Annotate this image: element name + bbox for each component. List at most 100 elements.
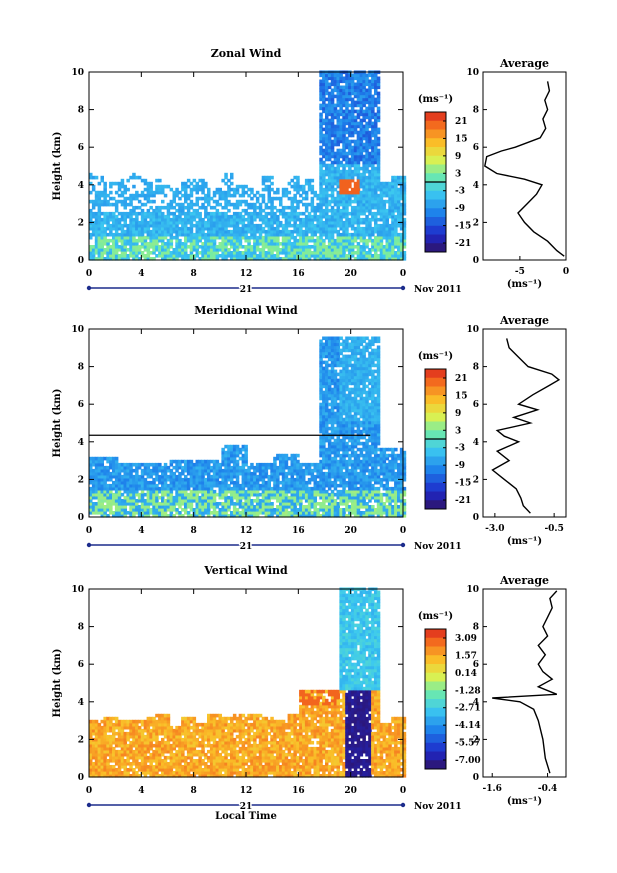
heat-cell xyxy=(336,414,340,419)
heat-cell xyxy=(296,480,300,485)
heat-cell xyxy=(261,251,266,255)
heat-cell xyxy=(345,483,349,488)
heat-cell xyxy=(327,363,332,368)
heat-cell xyxy=(327,124,332,129)
heat-cell xyxy=(327,514,332,518)
heat-cell xyxy=(195,238,199,243)
heat-cell xyxy=(362,124,366,129)
heat-cell xyxy=(100,489,104,494)
heat-cell xyxy=(302,196,306,201)
heat-cell xyxy=(336,91,340,96)
heat-cell xyxy=(218,235,222,240)
heat-cell xyxy=(204,462,208,467)
heat-cell xyxy=(336,402,340,407)
heat-cell xyxy=(356,157,361,162)
heat-cell xyxy=(195,220,199,225)
heat-cell xyxy=(333,166,338,171)
heat-cell xyxy=(143,480,148,485)
heat-cell xyxy=(255,238,260,243)
heat-cell xyxy=(345,130,349,135)
colorbar-swatch xyxy=(425,112,446,122)
heat-cell xyxy=(112,202,116,207)
heat-cell xyxy=(368,196,372,201)
heat-cell xyxy=(158,232,162,237)
heat-cell xyxy=(209,214,214,219)
heat-cell xyxy=(155,486,159,491)
heat-cell xyxy=(374,160,378,165)
heat-cell xyxy=(152,483,156,488)
profile-y-tick-label: 2 xyxy=(473,218,479,228)
heat-cell xyxy=(350,220,355,225)
heat-cell xyxy=(161,495,165,500)
heat-cell xyxy=(336,248,340,252)
heat-cell xyxy=(394,184,398,189)
heat-cell xyxy=(319,82,323,87)
heat-cell xyxy=(284,471,289,476)
heat-cell xyxy=(339,390,343,395)
heat-cell xyxy=(143,486,148,491)
heat-cell xyxy=(126,178,130,183)
heat-cell xyxy=(336,420,340,425)
heat-cell xyxy=(382,217,387,222)
heat-cell xyxy=(135,217,139,222)
heat-cell xyxy=(149,483,153,488)
heat-cell xyxy=(146,190,151,195)
heat-cell xyxy=(192,486,197,491)
heat-cell xyxy=(279,232,283,237)
heat-cell xyxy=(169,489,174,494)
heat-cell xyxy=(304,242,309,246)
heat-cell xyxy=(253,480,257,485)
heat-cell xyxy=(350,157,355,162)
heat-cell xyxy=(267,480,271,485)
heat-cell xyxy=(322,91,326,96)
heat-cell xyxy=(333,175,338,180)
heat-cell xyxy=(163,483,168,488)
heat-cell xyxy=(207,459,211,464)
heat-cell xyxy=(161,242,165,246)
colorbar-tick-label: -3 xyxy=(455,187,465,197)
heat-cell xyxy=(255,468,260,473)
heat-cell xyxy=(244,471,248,476)
heat-cell xyxy=(120,486,125,491)
heat-cell xyxy=(382,193,387,198)
heat-cell xyxy=(195,483,199,488)
heat-cell xyxy=(106,486,110,491)
heat-cell xyxy=(97,456,102,461)
heat-cell xyxy=(89,462,93,467)
heat-cell xyxy=(356,208,361,213)
heat-cell xyxy=(313,245,317,249)
heat-cell xyxy=(123,468,127,473)
heat-cell xyxy=(149,471,153,476)
heat-cell xyxy=(322,447,326,452)
heat-cell xyxy=(313,495,317,500)
heat-cell xyxy=(376,82,381,87)
heat-cell xyxy=(135,254,139,258)
heat-cell xyxy=(189,242,194,246)
heat-cell xyxy=(290,459,294,464)
heat-cell xyxy=(296,492,300,497)
heat-cell xyxy=(333,502,338,506)
heat-cell xyxy=(253,248,257,252)
heat-cell xyxy=(123,187,127,192)
heat-cell xyxy=(290,471,294,476)
heat-cell xyxy=(336,190,340,195)
heat-cell xyxy=(267,226,271,231)
heat-cell xyxy=(112,502,116,506)
heat-cell xyxy=(371,139,375,144)
heat-cell xyxy=(100,242,104,246)
heat-cell xyxy=(137,238,142,243)
heat-cell xyxy=(126,202,130,207)
heat-cell xyxy=(158,220,162,225)
heat-cell xyxy=(345,495,349,500)
heat-cell xyxy=(146,254,151,258)
heat-cell xyxy=(123,474,127,479)
heat-cell xyxy=(313,465,317,470)
heat-cell xyxy=(391,175,395,180)
heat-cell xyxy=(342,354,346,359)
heat-cell xyxy=(140,223,145,228)
heat-cell xyxy=(325,393,329,398)
heat-cell xyxy=(221,459,225,464)
heat-cell xyxy=(195,474,199,479)
heat-cell xyxy=(325,85,329,90)
